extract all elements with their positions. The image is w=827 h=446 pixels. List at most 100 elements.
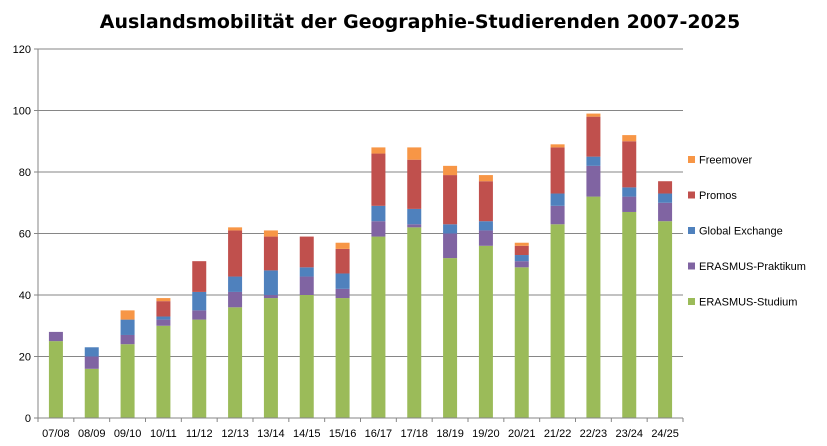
bar-segment-freemover-18-19: [443, 165, 458, 176]
bar-segment-erasmus-praktikum-14-15: [299, 276, 314, 295]
y-tick-label: 120: [13, 44, 31, 56]
bar-segment-promos-14-15: [299, 236, 314, 268]
x-tick-label: 22/23: [580, 428, 608, 440]
bar-segment-erasmus-studium-21-22: [550, 224, 565, 418]
x-tick-label: 10/11: [150, 428, 177, 440]
bar-segment-global-exchange-08-09: [84, 347, 99, 357]
bar-segment-erasmus-studium-22-23: [586, 196, 601, 418]
bar-segment-freemover-13-14: [263, 230, 278, 237]
x-tick-label: 24/25: [651, 428, 679, 440]
y-tick-label: 80: [19, 167, 31, 179]
bar-segment-promos-13-14: [263, 236, 278, 271]
bar-segment-erasmus-studium-18-19: [443, 258, 458, 418]
x-tick-label: 07/08: [42, 428, 70, 440]
bar-segment-promos-16-17: [371, 153, 386, 206]
bar-segment-erasmus-praktikum-09-10: [120, 334, 135, 345]
x-tick-label: 13/14: [257, 428, 285, 440]
bar-segment-global-exchange-13-14: [263, 270, 278, 295]
bar-segment-erasmus-studium-11-12: [192, 319, 207, 418]
bar-segment-erasmus-studium-12-13: [228, 307, 243, 418]
bar-segment-erasmus-studium-14-15: [299, 295, 314, 418]
bar-segment-freemover-15-16: [335, 242, 350, 249]
legend: Freemover Promos Global Exchange ERASMUS-Pr…: [688, 155, 806, 309]
bar-segment-promos-21-22: [550, 147, 565, 194]
y-tick-label: 40: [19, 290, 31, 302]
bar-segment-erasmus-studium-23-24: [622, 211, 637, 418]
bar-segment-freemover-10-11: [156, 298, 171, 302]
bars: [48, 113, 673, 418]
bar-segment-erasmus-praktikum-20-21: [514, 261, 529, 268]
bar-segment-erasmus-praktikum-13-14: [263, 295, 278, 299]
bar-segment-global-exchange-22-23: [586, 156, 601, 166]
bar-segment-global-exchange-24-25: [658, 193, 673, 203]
bar-segment-erasmus-studium-17-18: [407, 227, 422, 418]
bar-segment-global-exchange-20-21: [514, 255, 529, 262]
bar-segment-erasmus-praktikum-08-09: [84, 356, 99, 369]
legend-label: ERASMUS-Studium: [699, 297, 797, 309]
bar-segment-erasmus-praktikum-23-24: [622, 196, 637, 212]
chart-title: Auslandsmobilität der Geographie-Studier…: [100, 11, 740, 33]
bar-segment-global-exchange-15-16: [335, 273, 350, 289]
x-tick-label: 16/17: [365, 428, 393, 440]
bar-segment-erasmus-studium-24-25: [658, 221, 673, 418]
bar-segment-erasmus-praktikum-12-13: [228, 291, 243, 308]
bar-segment-freemover-16-17: [371, 147, 386, 154]
x-tick-label: 17/18: [400, 428, 428, 440]
bar-segment-erasmus-studium-19-20: [478, 245, 493, 418]
bar-segment-global-exchange-10-11: [156, 316, 171, 320]
y-tick-label: 0: [25, 413, 31, 425]
x-tick-label: 20/21: [508, 428, 536, 440]
bar-segment-erasmus-studium-16-17: [371, 236, 386, 418]
bar-segment-promos-23-24: [622, 141, 637, 188]
x-tick-label: 15/16: [329, 428, 357, 440]
bar-segment-erasmus-praktikum-19-20: [478, 230, 493, 246]
legend-label: Promos: [699, 190, 737, 202]
bar-segment-global-exchange-12-13: [228, 276, 243, 292]
legend-swatch: [688, 262, 695, 270]
bar-segment-erasmus-praktikum-11-12: [192, 310, 207, 320]
y-axis: 0 20 40 60 80 100 120: [13, 44, 39, 425]
bar-segment-erasmus-studium-13-14: [263, 298, 278, 418]
x-tick-label: 14/15: [293, 428, 321, 440]
legend-swatch: [688, 156, 695, 163]
bar-segment-promos-12-13: [228, 230, 243, 277]
bar-segment-erasmus-studium-08-09: [84, 368, 99, 418]
bar-segment-erasmus-studium-07-08: [48, 341, 63, 418]
legend-label: Global Exchange: [699, 226, 783, 238]
bar-segment-erasmus-praktikum-10-11: [156, 319, 171, 326]
bar-segment-promos-19-20: [478, 181, 493, 222]
y-tick-label: 60: [19, 229, 31, 241]
x-axis: 07/08 08/09 09/10 10/11 11/12 12/13 13/14 14/15…: [37, 417, 684, 440]
bar-segment-erasmus-praktikum-17-18: [407, 224, 422, 228]
x-tick-label: 23/24: [615, 428, 643, 440]
x-tick-label: 21/22: [544, 428, 572, 440]
gridlines: [38, 48, 683, 419]
bar-segment-erasmus-praktikum-18-19: [443, 233, 458, 259]
bar-segment-global-exchange-17-18: [407, 208, 422, 225]
bar-segment-promos-10-11: [156, 301, 171, 317]
bar-segment-promos-20-21: [514, 245, 529, 256]
bar-segment-erasmus-studium-09-10: [120, 344, 135, 418]
legend-label: Freemover: [699, 155, 753, 167]
bar-segment-global-exchange-21-22: [550, 193, 565, 206]
bar-segment-erasmus-praktikum-16-17: [371, 221, 386, 237]
x-tick-label: 09/10: [114, 428, 142, 440]
bar-segment-promos-22-23: [586, 116, 601, 157]
bar-segment-freemover-17-18: [407, 147, 422, 160]
bar-segment-erasmus-praktikum-15-16: [335, 288, 350, 299]
legend-swatch: [688, 227, 695, 234]
bar-segment-erasmus-studium-15-16: [335, 298, 350, 418]
bar-segment-promos-24-25: [658, 181, 673, 194]
bar-segment-freemover-21-22: [550, 144, 565, 148]
x-tick-label: 19/20: [472, 428, 500, 440]
bar-segment-erasmus-studium-20-21: [514, 267, 529, 418]
x-tick-label: 18/19: [436, 428, 464, 440]
bar-segment-freemover-20-21: [514, 242, 529, 246]
bar-segment-global-exchange-11-12: [192, 291, 207, 311]
bar-segment-erasmus-praktikum-24-25: [658, 202, 673, 222]
bar-segment-freemover-23-24: [622, 135, 637, 142]
bar-segment-freemover-22-23: [586, 113, 601, 117]
bar-segment-promos-18-19: [443, 175, 458, 225]
x-tick-label: 12/13: [221, 428, 249, 440]
